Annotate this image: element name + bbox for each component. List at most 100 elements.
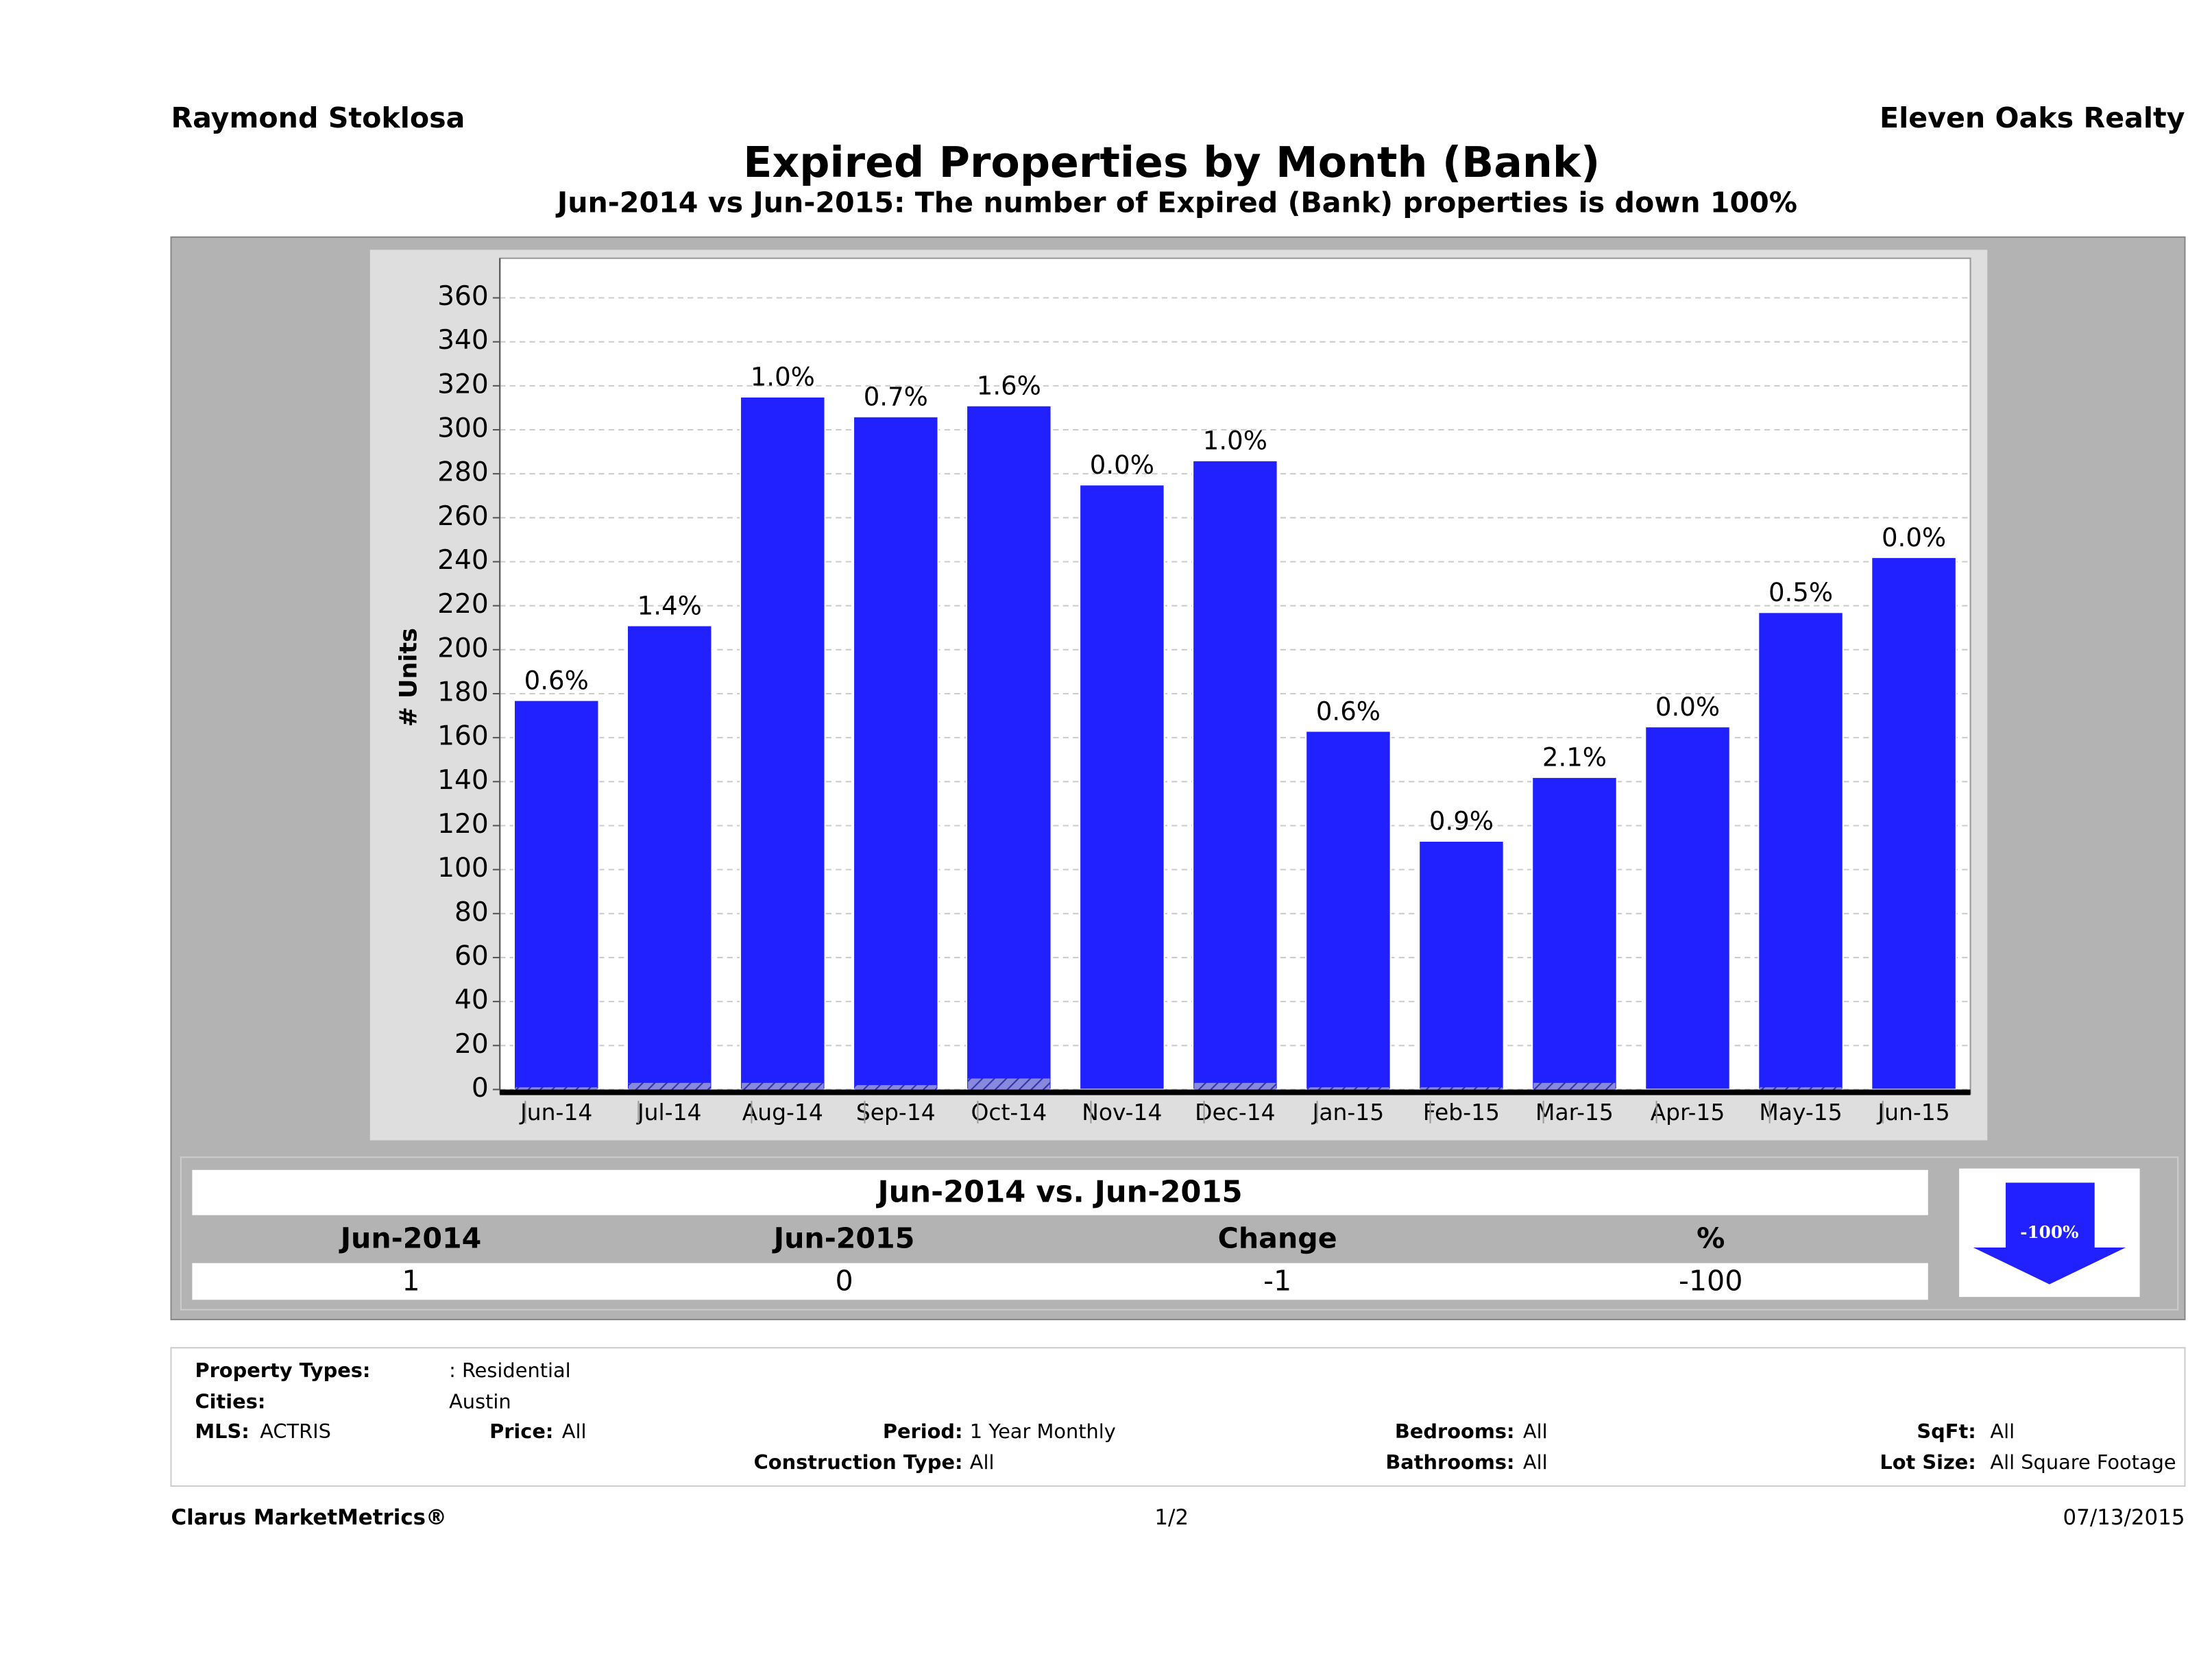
bar xyxy=(1192,459,1278,1091)
bar xyxy=(1871,557,1957,1091)
y-tick-label: 320 xyxy=(437,369,489,400)
y-tick-label: 280 xyxy=(437,457,489,488)
x-tick-label: Feb-15 xyxy=(1423,1099,1500,1126)
footer-brand: Clarus MarketMetrics® xyxy=(171,1505,446,1530)
table-header: Jun-2014 xyxy=(339,1222,482,1255)
filter-key: Cities: xyxy=(195,1390,265,1413)
filter-value: Austin xyxy=(449,1390,511,1413)
bar xyxy=(1531,776,1618,1091)
data-label: 0.9% xyxy=(1429,807,1494,836)
bar xyxy=(968,1078,1050,1090)
company: Eleven Oaks Realty xyxy=(1880,101,2185,134)
filter-key: Construction Type: xyxy=(754,1450,963,1474)
filter-value: : Residential xyxy=(449,1359,571,1382)
bar xyxy=(855,1085,937,1090)
bar xyxy=(1420,1087,1503,1090)
bar xyxy=(1533,1082,1616,1090)
y-tick-label: 200 xyxy=(437,633,489,664)
data-label: 1.6% xyxy=(977,371,1041,400)
bar xyxy=(1307,1087,1389,1090)
table-header: % xyxy=(1697,1222,1725,1255)
filter-value: All xyxy=(1990,1420,2015,1443)
table-header: Change xyxy=(1218,1222,1337,1255)
filter-key: Lot Size: xyxy=(1880,1450,1976,1474)
filter-value: All xyxy=(1523,1420,1548,1443)
data-label: 1.0% xyxy=(1203,426,1267,456)
x-tick-label: Jun-15 xyxy=(1876,1099,1949,1126)
data-label: 0.6% xyxy=(524,666,589,695)
bar xyxy=(1305,730,1391,1091)
table-box xyxy=(180,1156,2179,1311)
y-tick-label: 140 xyxy=(437,765,489,796)
x-tick-label: Dec-14 xyxy=(1195,1099,1276,1126)
data-label: 0.0% xyxy=(1090,450,1154,480)
bar xyxy=(1418,840,1505,1091)
bar xyxy=(742,1082,824,1090)
y-tick-label: 60 xyxy=(454,940,489,971)
bar xyxy=(1760,1087,1842,1090)
y-tick-label: 180 xyxy=(437,677,489,707)
bar xyxy=(629,1082,711,1090)
data-label: 0.0% xyxy=(1882,523,1946,552)
x-tick-label: Jun-14 xyxy=(519,1099,592,1126)
data-label: 0.5% xyxy=(1769,578,1833,607)
y-tick-label: 260 xyxy=(437,501,489,532)
bar xyxy=(513,699,600,1091)
chart-title: Expired Properties by Month (Bank) xyxy=(743,138,1600,187)
y-axis-label: # Units xyxy=(395,628,422,727)
agent: Raymond Stoklosa xyxy=(171,101,465,134)
filter-value: 1 Year Monthly xyxy=(970,1420,1116,1443)
filter-key: Period: xyxy=(883,1420,963,1443)
y-tick-label: 40 xyxy=(454,985,489,1016)
footer-date: 07/13/2015 xyxy=(2063,1505,2185,1530)
y-tick-label: 100 xyxy=(437,853,489,884)
y-tick-label: 0 xyxy=(472,1073,489,1104)
bar xyxy=(515,1087,598,1090)
y-tick-label: 20 xyxy=(454,1029,489,1060)
filter-value: ACTRIS xyxy=(260,1420,331,1443)
y-tick-label: 80 xyxy=(454,897,489,927)
chart-subtitle: Jun-2014 vs Jun-2015: The number of Expi… xyxy=(555,186,1797,219)
x-tick-label: Sep-14 xyxy=(856,1099,936,1126)
table-value: -1 xyxy=(1263,1265,1291,1298)
filter-key: MLS: xyxy=(195,1420,249,1443)
filter-value: All Square Footage xyxy=(1990,1450,2176,1474)
filter-value: All xyxy=(562,1420,587,1443)
data-label: 2.1% xyxy=(1542,743,1607,773)
x-tick-label: Apr-15 xyxy=(1651,1099,1725,1126)
filter-key: Bedrooms: xyxy=(1395,1420,1515,1443)
data-label: 1.0% xyxy=(751,363,815,392)
filter-key: Property Types: xyxy=(195,1359,370,1382)
filter-value: All xyxy=(1523,1450,1548,1474)
y-tick-label: 340 xyxy=(437,325,489,356)
filter-key: SqFt: xyxy=(1917,1420,1976,1443)
data-label: 0.7% xyxy=(864,382,928,411)
table-header: Jun-2015 xyxy=(772,1222,915,1255)
filter-key: Price: xyxy=(489,1420,553,1443)
y-tick-label: 240 xyxy=(437,545,489,576)
bar xyxy=(853,415,939,1091)
footer-page: 1/2 xyxy=(1154,1505,1189,1530)
y-tick-label: 160 xyxy=(437,721,489,752)
data-label: 0.0% xyxy=(1655,692,1720,722)
x-tick-label: Jul-14 xyxy=(636,1099,702,1126)
y-tick-label: 300 xyxy=(437,413,489,444)
bar xyxy=(966,404,1052,1091)
bar xyxy=(739,396,826,1091)
data-label: 0.6% xyxy=(1316,696,1381,726)
bar xyxy=(1758,611,1844,1091)
x-tick-label: Jan-15 xyxy=(1311,1099,1385,1126)
filter-value: All xyxy=(970,1450,995,1474)
x-tick-label: Nov-14 xyxy=(1082,1099,1162,1126)
x-tick-label: May-15 xyxy=(1759,1099,1842,1126)
badge-label: -100% xyxy=(2020,1222,2078,1242)
table-value: 0 xyxy=(835,1265,853,1298)
x-tick-label: Oct-14 xyxy=(971,1099,1047,1126)
y-tick-label: 220 xyxy=(437,589,489,620)
bar xyxy=(1079,484,1165,1091)
y-tick-label: 120 xyxy=(437,809,489,840)
bar xyxy=(626,624,713,1091)
x-tick-label: Mar-15 xyxy=(1535,1099,1614,1126)
table-value: 1 xyxy=(402,1265,420,1298)
